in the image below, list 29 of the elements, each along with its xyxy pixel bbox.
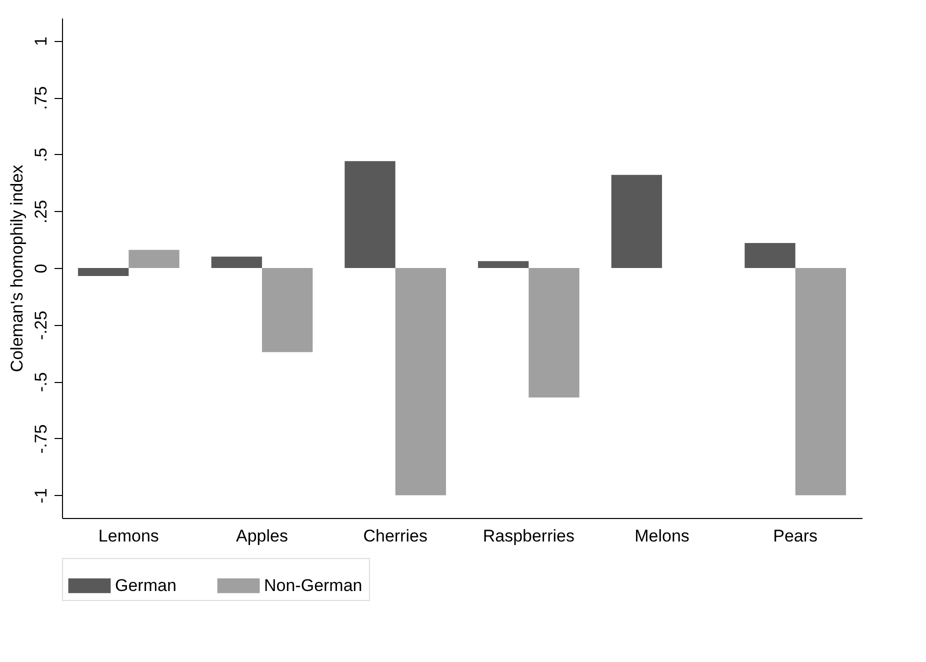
- bar: [744, 243, 796, 268]
- y-tick-label: .25: [32, 200, 50, 224]
- x-tick-label: Apples: [236, 526, 288, 546]
- bar: [344, 161, 396, 268]
- y-axis-title: Coleman's homophily index: [8, 164, 26, 372]
- bar: [262, 268, 313, 352]
- bar: [128, 250, 180, 268]
- bar: [611, 174, 662, 268]
- x-tick-label: Melons: [634, 526, 690, 546]
- x-tick-label: Pears: [773, 526, 818, 546]
- x-tick-label: Cherries: [363, 526, 428, 546]
- legend-label: Non-German: [264, 576, 362, 595]
- x-tick-label: Raspberries: [482, 526, 574, 546]
- bar: [211, 256, 262, 268]
- y-tick-label: -.75: [32, 424, 50, 454]
- y-tick-label: 0: [32, 264, 50, 274]
- bar: [795, 268, 846, 496]
- y-tick-label: .75: [32, 86, 50, 110]
- bar: [478, 261, 529, 268]
- y-tick-label: -1: [32, 488, 50, 504]
- x-tick-label: Lemons: [98, 526, 159, 546]
- y-tick-label: -.5: [32, 372, 50, 392]
- legend-label: German: [115, 576, 176, 595]
- y-tick-label: -.25: [32, 310, 50, 340]
- y-tick-label: .5: [32, 148, 50, 162]
- bar: [528, 268, 580, 398]
- bar: [395, 268, 446, 496]
- bar: [78, 268, 129, 276]
- y-tick-label: 1: [32, 36, 50, 46]
